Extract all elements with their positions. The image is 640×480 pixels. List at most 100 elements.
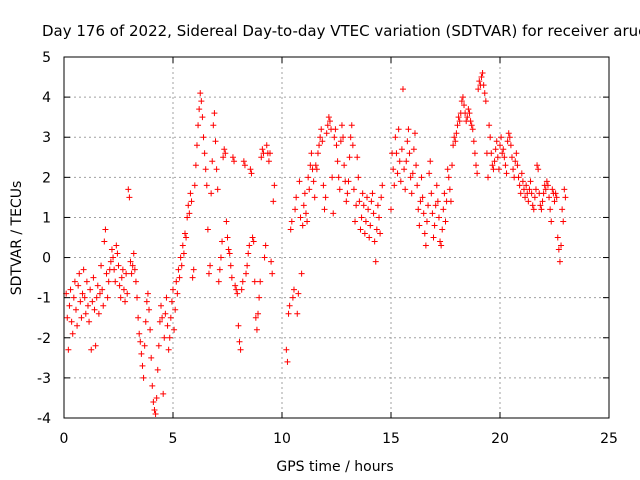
- data-point: [373, 226, 380, 233]
- data-point: [512, 158, 519, 165]
- data-point: [479, 70, 486, 77]
- data-point: [144, 290, 151, 297]
- data-point: [553, 194, 560, 201]
- data-point: [530, 206, 537, 213]
- data-point: [413, 162, 420, 169]
- data-point: [207, 262, 214, 269]
- data-point: [197, 90, 204, 97]
- data-point: [103, 270, 110, 277]
- data-point: [186, 210, 193, 217]
- data-point: [502, 162, 509, 169]
- data-point: [100, 302, 107, 309]
- data-point: [366, 234, 373, 241]
- data-point: [369, 190, 376, 197]
- data-point: [498, 134, 505, 141]
- data-point: [359, 190, 366, 197]
- data-point: [411, 130, 418, 137]
- data-point: [128, 270, 135, 277]
- data-point: [98, 262, 105, 269]
- data-point: [205, 270, 212, 277]
- data-point: [461, 102, 468, 109]
- data-point: [338, 122, 345, 129]
- data-point: [70, 294, 77, 301]
- data-point: [111, 266, 118, 273]
- data-point: [514, 162, 521, 169]
- data-point: [407, 174, 414, 181]
- data-point: [253, 326, 260, 333]
- data-point: [519, 178, 526, 185]
- data-point: [74, 322, 81, 329]
- data-point: [535, 166, 542, 173]
- data-point: [107, 258, 114, 265]
- data-point: [419, 194, 426, 201]
- data-point: [397, 178, 404, 185]
- data-point: [350, 186, 357, 193]
- data-point: [246, 242, 253, 249]
- data-point: [221, 146, 228, 153]
- y-tick-label: -2: [37, 331, 51, 347]
- data-point: [353, 202, 360, 209]
- data-point: [526, 186, 533, 193]
- data-point: [497, 142, 503, 149]
- data-point: [238, 286, 245, 293]
- data-point: [283, 346, 290, 353]
- data-point: [456, 118, 463, 125]
- data-point: [542, 186, 549, 193]
- data-point: [232, 282, 239, 289]
- data-point: [94, 282, 101, 289]
- data-point: [376, 214, 383, 221]
- data-point: [395, 126, 402, 133]
- y-tick-label: 4: [42, 90, 51, 106]
- data-point: [401, 166, 408, 173]
- data-point: [314, 150, 321, 157]
- data-point: [213, 166, 220, 173]
- data-point: [510, 166, 517, 173]
- data-point: [393, 150, 400, 157]
- data-point: [287, 226, 294, 233]
- data-points: [63, 70, 569, 417]
- data-point: [263, 142, 270, 149]
- data-point: [409, 170, 416, 177]
- data-point: [399, 86, 406, 93]
- data-point: [452, 138, 459, 145]
- data-point: [430, 234, 437, 241]
- data-point: [212, 138, 219, 145]
- data-point: [165, 346, 172, 353]
- data-point: [196, 106, 203, 113]
- data-point: [191, 182, 198, 189]
- data-point: [146, 306, 153, 313]
- data-point: [326, 118, 333, 125]
- data-point: [105, 278, 112, 285]
- data-point: [127, 258, 134, 265]
- data-point: [562, 194, 569, 201]
- data-point: [334, 158, 341, 165]
- data-point: [377, 230, 384, 237]
- data-point: [489, 162, 496, 169]
- data-point: [249, 234, 256, 241]
- data-point: [404, 138, 411, 145]
- data-point: [118, 274, 125, 281]
- data-point: [255, 310, 262, 317]
- data-point: [408, 190, 415, 197]
- data-point: [66, 302, 73, 309]
- data-point: [102, 226, 109, 233]
- data-point: [139, 362, 146, 369]
- data-point: [305, 174, 312, 181]
- y-tick-label: -4: [37, 411, 51, 427]
- data-point: [138, 350, 145, 357]
- data-point: [378, 194, 385, 201]
- data-point: [293, 194, 300, 201]
- data-point: [421, 230, 428, 237]
- data-point: [119, 266, 126, 273]
- data-point: [68, 318, 75, 325]
- data-point: [302, 210, 309, 217]
- data-point: [89, 298, 96, 305]
- data-point: [468, 122, 475, 129]
- data-point: [80, 266, 87, 273]
- data-point: [90, 274, 97, 281]
- data-point: [143, 298, 150, 305]
- data-point: [271, 182, 278, 189]
- data-point: [355, 174, 362, 181]
- data-point: [525, 198, 532, 205]
- data-point: [360, 202, 367, 209]
